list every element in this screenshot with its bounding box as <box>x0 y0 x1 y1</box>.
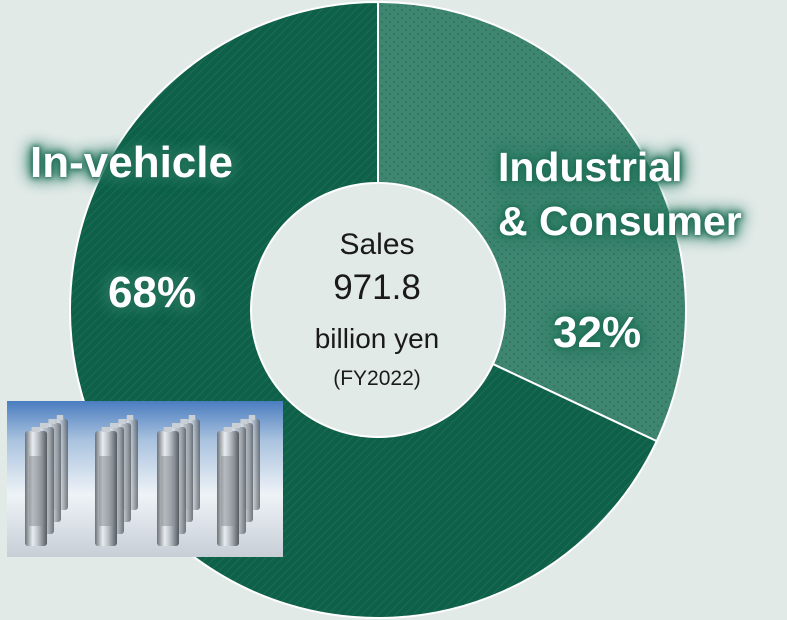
battery-cap <box>31 427 41 432</box>
center-sales-unit: billion yen <box>314 323 440 354</box>
battery-cap <box>232 423 240 428</box>
center-fiscal-year: (FY2022) <box>333 367 421 390</box>
battery-cap <box>48 419 56 424</box>
battery-cap <box>188 415 196 420</box>
battery-cap <box>118 419 126 424</box>
battery-cap <box>126 415 134 420</box>
battery-cap <box>101 427 111 432</box>
industrial-consumer-percent-label: 32% <box>553 308 642 357</box>
battery-cap <box>56 415 64 420</box>
industrial-consumer-label: Industrial & Consumer <box>498 140 742 248</box>
battery-cap <box>110 423 118 428</box>
battery-cap <box>40 423 48 428</box>
in-vehicle-percent-label: 68% <box>108 268 197 317</box>
battery-cap <box>180 419 188 424</box>
battery-cells-photo <box>7 401 283 557</box>
in-vehicle-label: In-vehicle <box>30 138 233 187</box>
brand-band <box>99 456 113 526</box>
donut-hole <box>250 182 506 438</box>
industrial-label-line1: Industrial <box>498 144 683 190</box>
center-sales-label: Sales <box>339 228 415 261</box>
battery-cap <box>163 427 173 432</box>
industrial-label-line2: & Consumer <box>498 198 742 244</box>
battery-cap <box>172 423 180 428</box>
brand-band <box>221 456 235 526</box>
brand-band <box>29 456 43 526</box>
battery-cap <box>223 427 233 432</box>
battery-cap <box>240 419 248 424</box>
battery-cap <box>248 415 256 420</box>
brand-band <box>161 456 175 526</box>
center-sales-value: 971.8 <box>333 268 421 307</box>
